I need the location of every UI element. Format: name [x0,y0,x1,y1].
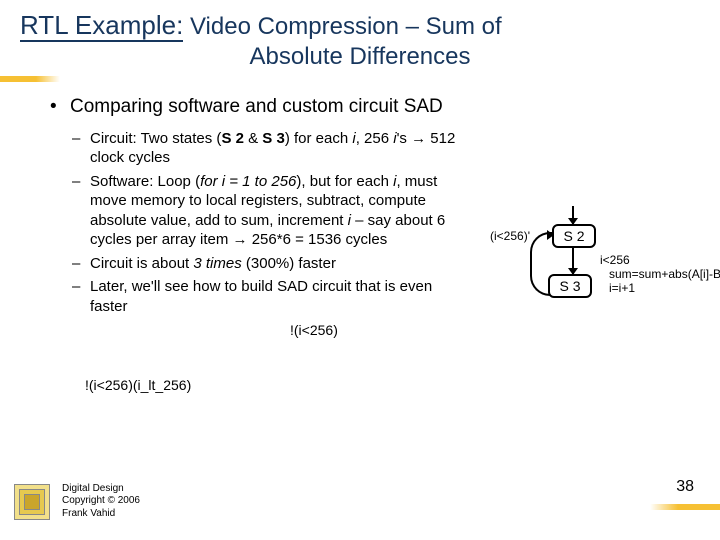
state-s2: S 2 [552,224,596,248]
bullet-software-loop: Software: Loop (for i = 1 to 256), but f… [50,172,470,250]
title-prefix: RTL Example: [20,10,183,42]
label-sum-expr: sum=sum+abs(A[i]-B[i]) [609,268,720,282]
bullet-circuit-faster: Circuit is about 3 times (300%) faster [50,254,470,274]
label-cond-in: (i<256)' [490,230,530,244]
title-rest: Video Compression – Sum of [183,13,501,40]
label-i-lt-256: i<256 [600,254,630,268]
state-diagram: S 2 S 3 (i<256)' i<256 sum=sum+abs(A[i]-… [490,208,720,368]
arrow-into-s2 [572,206,574,224]
footer-line2: Copyright © 2006 [62,495,140,508]
footer-logo [14,484,50,520]
bullet-level1: Comparing software and custom circuit SA… [50,95,470,119]
label-i-inc: i=i+1 [609,282,635,296]
footer-line3: Frank Vahid [62,508,140,521]
slide-title: RTL Example: Video Compression – Sum of … [0,0,720,77]
overlay-text-1: !(i<256) [290,322,338,338]
bullet-circuit-states: Circuit: Two states (S 2 & S 3) for each… [50,129,470,168]
bullet-later: Later, we'll see how to build SAD circui… [50,277,470,316]
accent-bar [0,76,60,82]
title-line2: Absolute Differences [20,43,700,71]
page-number: 38 [676,478,694,496]
footer-accent-bar [650,504,720,510]
footer-line1: Digital Design [62,483,140,496]
overlay-text-2: !(i<256)(i_lt_256) [85,377,191,393]
content-region: Comparing software and custom circuit SA… [0,77,470,316]
arrow-s2-to-s3 [572,248,574,274]
footer-text: Digital Design Copyright © 2006 Frank Va… [62,483,140,521]
state-s3: S 3 [548,274,592,298]
